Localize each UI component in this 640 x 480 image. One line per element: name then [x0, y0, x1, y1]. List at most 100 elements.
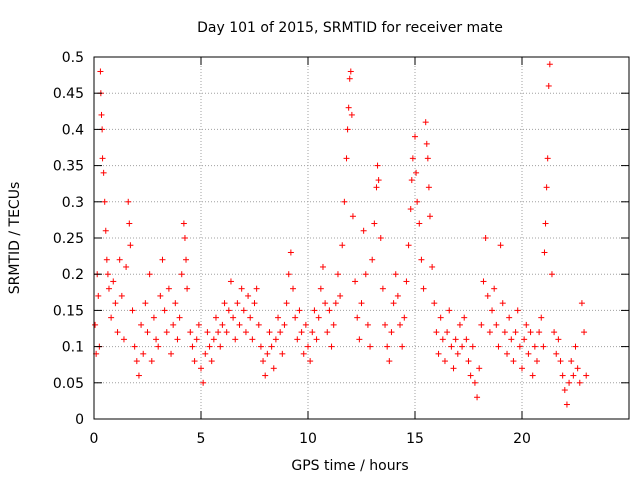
data-point — [253, 285, 260, 292]
data-point — [138, 321, 145, 328]
data-point — [114, 329, 121, 336]
data-point — [521, 336, 528, 343]
data-point — [412, 133, 418, 140]
data-point — [181, 235, 188, 241]
data-point — [98, 111, 105, 118]
data-point — [491, 285, 498, 292]
data-point — [525, 350, 532, 357]
data-point — [570, 372, 577, 379]
data-point — [251, 300, 258, 307]
data-point — [377, 235, 384, 241]
data-point — [146, 271, 153, 278]
data-point — [379, 285, 386, 292]
data-point — [523, 321, 530, 328]
data-point — [176, 314, 183, 321]
x-tick-label: 0 — [90, 431, 99, 447]
data-point — [223, 329, 230, 336]
data-point — [234, 300, 241, 307]
data-point — [240, 307, 247, 314]
data-point — [352, 278, 359, 285]
data-point — [480, 278, 487, 285]
y-tick-label: 0.4 — [62, 122, 84, 138]
data-point — [317, 285, 324, 292]
data-point — [127, 242, 134, 249]
data-point — [476, 365, 483, 372]
data-point — [450, 365, 457, 372]
data-point — [161, 307, 168, 314]
data-point — [420, 285, 427, 292]
data-point — [195, 321, 202, 328]
data-point — [583, 372, 590, 379]
data-point — [514, 307, 521, 314]
data-point — [397, 321, 404, 328]
data-point — [504, 350, 511, 357]
data-point — [268, 343, 275, 350]
data-point — [255, 321, 262, 328]
data-point — [97, 68, 104, 75]
data-point — [489, 307, 496, 314]
data-point — [439, 336, 446, 343]
y-tick-label: 0.45 — [53, 86, 84, 102]
data-point — [159, 256, 166, 263]
data-point — [92, 321, 99, 328]
data-point — [285, 271, 292, 278]
data-point — [423, 140, 430, 147]
data-point — [105, 285, 112, 292]
data-point — [302, 321, 309, 328]
data-point — [408, 177, 415, 184]
data-point — [527, 329, 534, 336]
data-point — [112, 300, 119, 307]
y-tick-label: 0.05 — [53, 376, 84, 392]
data-point — [247, 314, 254, 321]
data-point — [538, 314, 545, 321]
data-point — [422, 119, 429, 126]
data-point — [557, 358, 564, 365]
y-tick-label: 0.35 — [53, 159, 84, 175]
data-point — [543, 184, 550, 191]
data-point — [394, 292, 401, 299]
data-point — [157, 292, 164, 299]
data-point — [249, 336, 256, 343]
data-points — [92, 61, 590, 408]
y-tick-label: 0.25 — [53, 231, 84, 247]
y-tick-label: 0.3 — [62, 195, 84, 211]
data-point — [144, 329, 151, 336]
data-point — [499, 300, 506, 307]
data-point — [441, 358, 448, 365]
data-point — [341, 198, 348, 205]
data-point — [463, 336, 470, 343]
data-point — [431, 300, 438, 307]
data-point — [493, 321, 500, 328]
data-point — [548, 271, 555, 278]
data-point — [358, 300, 365, 307]
data-point — [324, 329, 331, 336]
data-point — [392, 271, 399, 278]
data-point — [150, 314, 157, 321]
data-point — [155, 343, 162, 350]
data-point — [277, 329, 284, 336]
data-point — [184, 285, 191, 292]
data-point — [183, 256, 190, 263]
data-point — [163, 329, 170, 336]
data-point — [364, 321, 371, 328]
data-point — [362, 271, 369, 278]
data-point — [452, 336, 459, 343]
data-point — [102, 227, 109, 234]
data-point — [497, 242, 504, 249]
data-point — [264, 350, 271, 357]
x-tick-label: 10 — [299, 431, 317, 447]
data-point — [125, 198, 132, 205]
data-point — [405, 242, 412, 249]
data-point — [348, 111, 355, 118]
data-point — [437, 314, 444, 321]
data-point — [217, 343, 224, 350]
data-point — [135, 372, 142, 379]
data-point — [311, 307, 318, 314]
data-point — [204, 329, 211, 336]
data-point — [266, 329, 273, 336]
data-point — [120, 336, 127, 343]
data-point — [576, 379, 583, 386]
data-point — [414, 198, 421, 205]
data-point — [275, 314, 282, 321]
data-point — [568, 358, 575, 365]
